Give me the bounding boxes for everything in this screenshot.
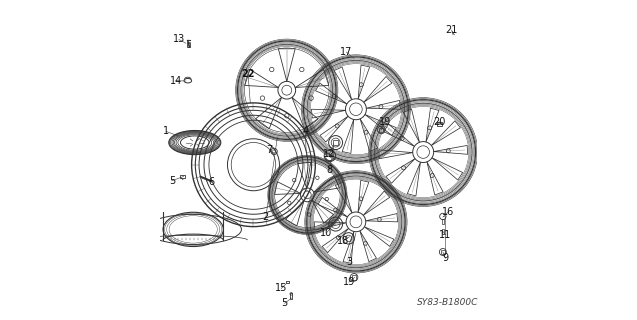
Text: 17: 17 [340,47,353,57]
Text: 9: 9 [442,253,448,263]
Text: 21: 21 [445,25,458,35]
Text: 3: 3 [346,257,352,267]
Text: 14: 14 [169,76,182,86]
Text: 8: 8 [326,164,333,174]
Text: 7: 7 [266,146,273,156]
Text: 18: 18 [337,236,349,246]
Bar [290,293,292,299]
Text: 5: 5 [282,298,288,308]
Text: 11: 11 [440,229,452,240]
Text: 22: 22 [241,69,255,79]
Text: 19: 19 [343,277,355,287]
Text: 4: 4 [302,126,308,136]
Text: 13: 13 [173,35,185,44]
Bar [180,175,185,178]
Bar [441,219,444,224]
Bar [352,275,356,280]
Text: 20: 20 [434,117,446,127]
Bar [187,43,190,47]
Text: 15: 15 [275,284,287,293]
Bar [441,250,445,254]
Text: 10: 10 [320,228,333,238]
Bar [442,229,445,234]
Text: 1: 1 [163,126,169,136]
Bar [333,140,338,145]
Text: 16: 16 [442,207,454,217]
Text: SY83-B1800C: SY83-B1800C [417,298,478,307]
Bar [380,128,383,132]
Text: 12: 12 [323,149,336,159]
Text: 6: 6 [208,177,214,187]
Text: 2: 2 [262,212,269,222]
Text: 19: 19 [379,117,391,127]
Bar [286,281,289,283]
Text: 5: 5 [169,176,175,186]
